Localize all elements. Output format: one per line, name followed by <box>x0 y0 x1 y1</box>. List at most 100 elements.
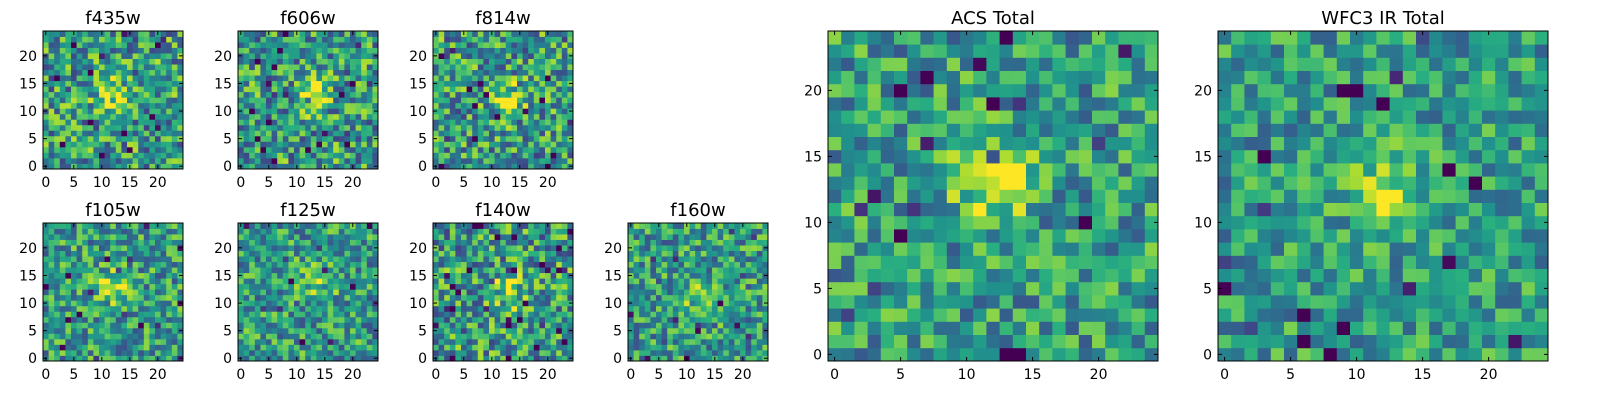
heatmap-cell <box>656 311 662 318</box>
heatmap-cell <box>920 268 934 283</box>
heatmap-cell <box>455 294 462 301</box>
heatmap-cell <box>115 278 122 285</box>
heatmap-cell <box>517 349 523 356</box>
heatmap-cell <box>500 64 507 71</box>
heatmap-cell <box>260 75 267 82</box>
heatmap-cell <box>723 267 730 274</box>
heatmap-cell <box>171 333 178 340</box>
heatmap-cell <box>999 242 1014 256</box>
heatmap-cell <box>110 245 117 251</box>
heatmap-cell <box>695 283 702 290</box>
heatmap-cell <box>355 327 362 334</box>
heatmap-cell <box>82 119 89 126</box>
heatmap-cell <box>644 278 651 285</box>
heatmap-cell <box>656 333 662 340</box>
heatmap-cell <box>522 130 529 137</box>
heatmap-cell <box>271 124 278 131</box>
heatmap-cell <box>260 333 267 340</box>
heatmap-cell <box>121 97 128 104</box>
y-tick-label: 5 <box>418 132 427 148</box>
heatmap-cell <box>249 294 256 301</box>
heatmap-cell <box>505 294 512 301</box>
heatmap-cell <box>639 294 646 301</box>
heatmap-cell <box>366 36 373 43</box>
heatmap-cell <box>288 130 295 137</box>
heatmap-cell <box>149 152 156 159</box>
heatmap-cell <box>127 322 133 329</box>
heatmap-cell <box>656 272 662 279</box>
heatmap-cell <box>288 42 295 48</box>
heatmap-cell <box>54 102 61 109</box>
heatmap-cell <box>545 80 551 87</box>
heatmap-cell <box>327 278 334 285</box>
heatmap-cell <box>455 316 462 323</box>
heatmap-cell <box>350 305 356 312</box>
heatmap-cell <box>1052 295 1066 309</box>
heatmap-cell <box>1105 308 1119 322</box>
heatmap-cell <box>366 283 373 290</box>
heatmap-cell <box>667 245 674 251</box>
heatmap-cell <box>355 250 362 257</box>
heatmap-cell <box>1026 149 1040 164</box>
heatmap-cell <box>333 91 340 98</box>
heatmap-cell <box>171 294 178 301</box>
heatmap-cell <box>511 294 518 301</box>
heatmap-cell <box>110 223 117 229</box>
heatmap-cell <box>366 124 373 131</box>
heatmap-cell <box>533 333 540 340</box>
heatmap-cell <box>740 311 746 318</box>
heatmap-cell <box>282 234 289 240</box>
heatmap-cell <box>243 294 250 301</box>
heatmap-cell <box>361 157 368 164</box>
heatmap-cell <box>104 102 111 109</box>
x-tick-label: 0 <box>41 175 50 191</box>
heatmap-cell <box>254 80 261 87</box>
heatmap-cell <box>723 344 730 351</box>
heatmap-cell <box>880 321 895 335</box>
heatmap-cell <box>372 349 379 356</box>
heatmap-cell <box>500 135 507 142</box>
heatmap-cell <box>723 305 730 312</box>
heatmap-cell <box>355 322 362 329</box>
heatmap-cell <box>149 245 156 251</box>
heatmap-cell <box>243 42 250 48</box>
heatmap-cell <box>277 223 284 229</box>
heatmap-cell <box>545 261 551 268</box>
heatmap-cell <box>87 239 94 246</box>
heatmap-cell <box>177 58 184 65</box>
heatmap-cell <box>299 31 306 37</box>
heatmap-cell <box>734 294 741 301</box>
heatmap-cell <box>310 245 317 251</box>
heatmap-cell <box>104 75 111 82</box>
heatmap-cell <box>65 283 72 290</box>
heatmap-cell <box>539 53 546 59</box>
heatmap-cell <box>338 86 345 93</box>
heatmap-cell <box>93 75 100 82</box>
heatmap-cell <box>65 113 72 120</box>
heatmap-cell <box>87 146 94 153</box>
heatmap-cell <box>667 289 674 296</box>
heatmap-cell <box>533 124 540 131</box>
heatmap-cell <box>650 223 657 229</box>
heatmap-cell <box>355 108 362 115</box>
heatmap-cell <box>322 272 328 279</box>
heatmap-cell <box>87 322 94 329</box>
y-tick-label: 0 <box>223 159 232 175</box>
heatmap-cell <box>466 311 473 318</box>
heatmap-cell <box>350 261 356 268</box>
heatmap-cell <box>444 228 451 235</box>
heatmap-cell <box>550 250 557 257</box>
heatmap-cell <box>561 130 568 137</box>
heatmap-cell <box>171 267 178 274</box>
heatmap-cell <box>316 311 323 318</box>
heatmap-cell <box>115 322 122 329</box>
heatmap-cell <box>76 91 83 98</box>
x-tick-label: 5 <box>69 367 78 383</box>
heatmap-cell <box>121 272 128 279</box>
heatmap-cell <box>260 102 267 109</box>
heatmap-cell <box>734 234 741 240</box>
heatmap-cell <box>545 146 551 153</box>
heatmap-cell <box>132 261 139 268</box>
heatmap-cell <box>48 256 55 263</box>
heatmap-cell <box>143 344 150 351</box>
